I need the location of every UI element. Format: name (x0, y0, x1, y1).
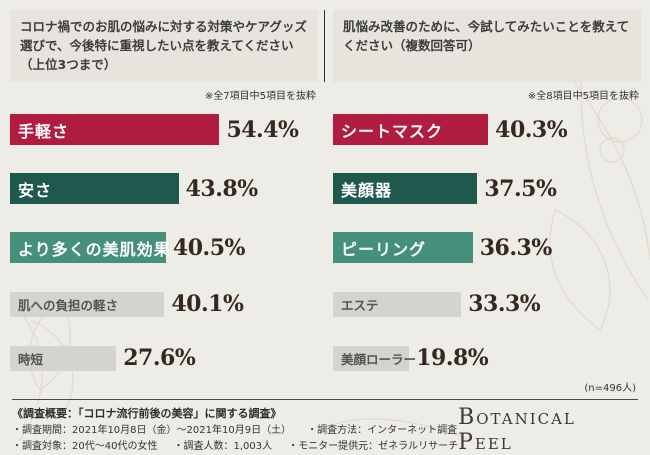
bar-label: 安さ (18, 180, 53, 200)
bar: ピーリング (333, 232, 473, 263)
bar: エステ (333, 291, 462, 317)
bar-row: より多くの美肌効果 40.5% (10, 232, 318, 264)
survey-detail-rows: ・調査期間：2021年10月8日（金）〜2021年10月9日（土） ・調査方法：イ… (12, 423, 458, 455)
chart-panels: コロナ禍でのお肌の悩みに対する対策やケアグッズ選びで、今後特に重視したい点を教え… (10, 10, 641, 371)
survey-detail-item: ・調査対象：20代〜40代の女性 (12, 441, 158, 453)
bar-row: 美顔器 37.5% (333, 173, 641, 204)
bar-value: 27.6% (123, 345, 196, 372)
bar: 美顔ローラー (333, 345, 416, 371)
question-box-left: コロナ禍でのお肌の悩みに対する対策やケアグッズ選びで、今後特に重視したい点を教え… (10, 10, 318, 83)
survey-detail-item: ・モニター提供元：ゼネラルリサーチ (288, 441, 459, 453)
bar-value: 40.5% (172, 234, 246, 261)
bar: 安さ (10, 173, 179, 205)
sample-size-note: (n=496人) (584, 383, 636, 395)
bar-label: より多くの美肌効果 (18, 239, 171, 259)
bar-chart-right: シートマスク 40.3% 美顔器 37.5% ピーリング 36.3% エステ 33.3% 美顔ロ… (333, 114, 641, 371)
bar-value: 36.3% (479, 234, 553, 261)
excerpt-note-left: ※全7項目中5項目を抜粋 (204, 91, 316, 103)
survey-detail-item: ・調査期間：2021年10月8日（金）〜2021年10月9日（土） (12, 425, 292, 437)
bar-row: 時短 27.6% (10, 345, 318, 371)
bar-row: 美顔ローラー 19.8% (333, 345, 641, 371)
survey-footer: 《調査概要：「コロナ流行前後の美容」に関する調査》 ・調査期間：2021年10月… (12, 399, 638, 455)
bar-label: シートマスク (341, 121, 444, 141)
bar-label: 美顔器 (341, 180, 393, 200)
survey-detail-row: ・調査期間：2021年10月8日（金）〜2021年10月9日（土） ・調査方法：イ… (12, 423, 458, 439)
survey-overview: 《調査概要：「コロナ流行前後の美容」に関する調査》 ・調査期間：2021年10月… (12, 405, 458, 455)
bar-row: 肌への負担の軽さ 40.1% (10, 291, 318, 317)
bar-label: 時短 (18, 351, 44, 367)
bar-label: 手軽さ (18, 121, 70, 141)
bar: 肌への負担の軽さ (10, 291, 165, 317)
bar-value: 43.8% (185, 175, 259, 202)
brand-logo: Botanical Peel (458, 405, 576, 455)
bar: 手軽さ (10, 114, 220, 146)
bar-value: 40.1% (171, 291, 244, 318)
bar: 美顔器 (333, 173, 478, 204)
survey-overview-heading: 《調査概要：「コロナ流行前後の美容」に関する調査》 (12, 407, 282, 421)
excerpt-note-right: ※全8項目中5項目を抜粋 (527, 91, 639, 102)
survey-detail-row: ・調査対象：20代〜40代の女性 ・調査人数：1,003人 ・モニター提供元：ゼネラ… (12, 439, 458, 455)
bar-label: エステ (341, 297, 379, 313)
bar-label: 肌への負担の軽さ (18, 297, 119, 313)
bar-row: ピーリング 36.3% (333, 232, 641, 263)
chart-panel-left: コロナ禍でのお肌の悩みに対する対策やケアグッズ選びで、今後特に重視したい点を教え… (10, 10, 318, 371)
survey-detail-item: ・調査人数：1,003人 (173, 441, 273, 453)
bar-row: エステ 33.3% (333, 291, 641, 317)
bar-label: 美顔ローラー (341, 351, 417, 367)
bar-value: 40.3% (495, 116, 568, 143)
bar-row: 手軽さ 54.4% (10, 114, 318, 146)
question-text-right: 肌悩み改善のために、今試してみたいことを教えてください（複数回答可） (343, 19, 630, 53)
bar-value: 37.5% (484, 175, 557, 202)
bar-chart-left: 手軽さ 54.4% 安さ 43.8% より多くの美肌効果 40.5% 肌への負担の軽さ 40.… (10, 114, 318, 371)
bar: シートマスク (333, 114, 489, 145)
question-text-left: コロナ禍でのお肌の悩みに対する対策やケアグッズ選びで、今後特に重視したい点を教え… (20, 19, 307, 72)
bar-row: シートマスク 40.3% (333, 114, 641, 145)
bar-value: 19.8% (416, 345, 489, 371)
chart-panel-right: 肌悩み改善のために、今試してみたいことを教えてください（複数回答可） ※全8項目… (333, 10, 641, 371)
bar: 時短 (10, 345, 117, 371)
question-box-right: 肌悩み改善のために、今試してみたいことを教えてください（複数回答可） (333, 10, 641, 82)
bar-row: 安さ 43.8% (10, 173, 318, 205)
bar-value: 33.3% (468, 291, 541, 317)
bar: より多くの美肌効果 (10, 232, 170, 264)
header-divider-line (324, 10, 325, 82)
bar-value: 54.4% (226, 116, 299, 143)
bar-label: ピーリング (341, 239, 427, 259)
survey-detail-item: ・調査方法：インターネット調査 (307, 425, 458, 437)
